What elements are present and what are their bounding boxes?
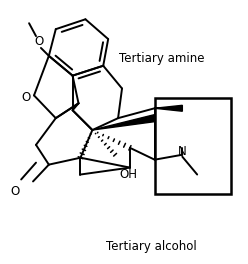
Text: OH: OH xyxy=(119,168,137,181)
Bar xyxy=(155,98,231,194)
Text: O: O xyxy=(34,35,44,48)
Text: Tertiary amine: Tertiary amine xyxy=(119,52,204,65)
Text: N: N xyxy=(178,145,187,158)
Text: O: O xyxy=(22,91,31,104)
Text: O: O xyxy=(11,185,20,198)
Text: Tertiary alcohol: Tertiary alcohol xyxy=(106,240,197,253)
Polygon shape xyxy=(155,105,182,111)
Polygon shape xyxy=(92,115,155,130)
